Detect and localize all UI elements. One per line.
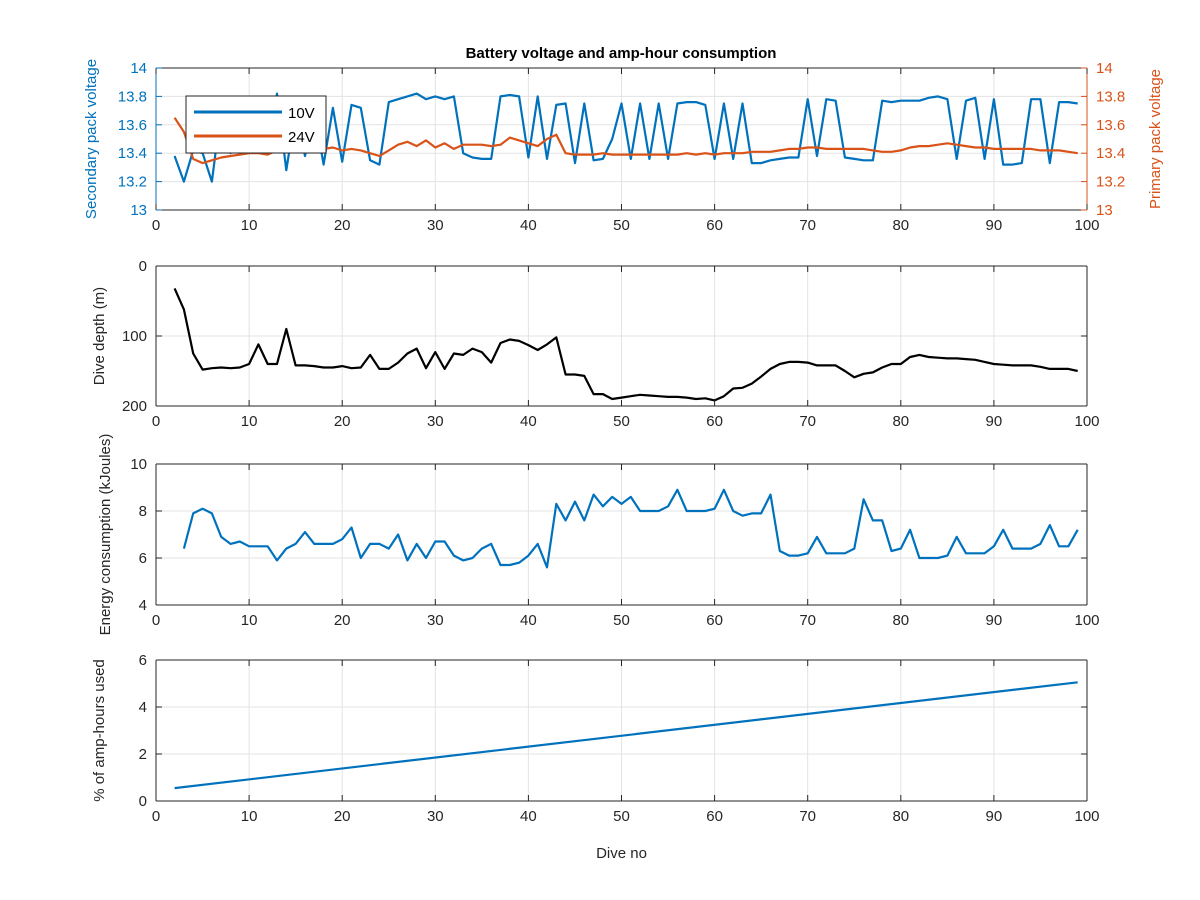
series-line-1 [174,681,1078,790]
y-tick-label: 200 [122,398,147,415]
legend-label-10v: 10V [288,105,315,122]
x-tick-label: 80 [892,808,909,825]
series-line-1 [182,488,1079,569]
y-axis-label: % of amp-hours used [91,659,108,802]
y-tick-label: 0 [139,793,147,810]
x-tick-label: 30 [427,612,444,629]
y-tick-label: 13.4 [118,145,147,162]
x-tick-label: 0 [152,612,160,629]
y-tick-label-right: 13 [1096,202,1113,219]
y-tick-label: 13.2 [118,174,147,191]
y-axis-label-right: Primary pack voltage [1147,69,1164,209]
x-tick-label: 10 [241,413,258,430]
subplot-2: 0 10 20 30 40 50 60 70 80 90 100 0 100 200 Dive depth … [91,258,1100,430]
y-tick-label-right: 13.6 [1096,117,1125,134]
y-axis-label: Dive depth (m) [91,287,108,385]
y-tick-label: 13 [130,202,147,219]
y-axis-label: Secondary pack voltage [83,59,100,219]
x-tick-label: 90 [986,217,1003,234]
x-tick-label: 30 [427,808,444,825]
x-tick-label: 0 [152,808,160,825]
series-line-10v [173,92,1078,183]
y-tick-label: 13.6 [118,117,147,134]
y-tick-label: 13.8 [118,88,147,105]
subplot-1: 0 10 20 30 40 50 60 70 80 90 1001313.213.413.613.8… [83,59,1164,234]
x-tick-label: 10 [241,612,258,629]
y-tick-label-right: 13.4 [1096,145,1125,162]
x-tick-label: 40 [520,217,537,234]
x-tick-label: 30 [427,217,444,234]
x-tick-label: 20 [334,808,351,825]
series-line-1 [173,287,1078,402]
x-axis-label: Dive no [596,845,647,862]
x-tick-label: 40 [520,413,537,430]
y-tick-label-right: 14 [1096,60,1113,77]
x-tick-label: 20 [334,217,351,234]
x-tick-label: 40 [520,808,537,825]
legend-box [185,95,327,154]
y-tick-label: 4 [139,699,147,716]
subplot-4: 0 10 20 30 40 50 60 70 80 90 100 0 2 4 6 % of amp-hours… [91,652,1100,862]
x-tick-label: 60 [706,217,723,234]
y-tick-label: 8 [139,503,147,520]
x-tick-label: 80 [892,413,909,430]
x-tick-label: 20 [334,413,351,430]
x-tick-label: 90 [986,612,1003,629]
x-tick-label: 70 [799,612,816,629]
y-tick-label: 2 [139,746,147,763]
x-tick-label: 30 [427,413,444,430]
x-tick-label: 50 [613,217,630,234]
y-tick-label: 6 [139,550,147,567]
x-tick-label: 70 [799,413,816,430]
subplot-3: 0 10 20 30 40 50 60 70 80 90 100 4 6 8 10 Energy consum… [97,434,1100,636]
x-tick-label: 20 [334,612,351,629]
x-tick-label: 50 [613,612,630,629]
x-tick-label: 50 [613,413,630,430]
x-tick-label: 0 [152,413,160,430]
x-tick-label: 10 [241,808,258,825]
x-tick-label: 90 [986,413,1003,430]
x-tick-label: 100 [1074,808,1099,825]
x-tick-label: 40 [520,612,537,629]
x-tick-label: 50 [613,808,630,825]
x-tick-label: 100 [1074,217,1099,234]
x-tick-label: 80 [892,612,909,629]
x-tick-label: 10 [241,217,258,234]
y-tick-label: 6 [139,652,147,669]
subplots: 0 10 20 30 40 50 60 70 80 90 1001313.213.413.613.8… [83,59,1164,862]
x-tick-label: 70 [799,808,816,825]
y-tick-label-right: 13.2 [1096,174,1125,191]
y-axis-label: Energy consumption (kJoules) [97,434,114,636]
x-tick-label: 60 [706,808,723,825]
x-tick-label: 90 [986,808,1003,825]
x-tick-label: 60 [706,413,723,430]
x-tick-label: 70 [799,217,816,234]
x-tick-label: 0 [152,217,160,234]
legend-label-24v: 24V [288,129,315,146]
y-tick-label-right: 13.8 [1096,88,1125,105]
y-tick-label: 4 [139,597,147,614]
x-tick-label: 100 [1074,413,1099,430]
y-tick-label: 0 [139,258,147,275]
x-tick-label: 100 [1074,612,1099,629]
y-tick-label: 10 [130,456,147,473]
figure-title: Battery voltage and amp-hour consumption [466,45,777,62]
y-tick-label: 14 [130,60,147,77]
x-tick-label: 80 [892,217,909,234]
x-tick-label: 60 [706,612,723,629]
y-tick-label: 100 [122,328,147,345]
